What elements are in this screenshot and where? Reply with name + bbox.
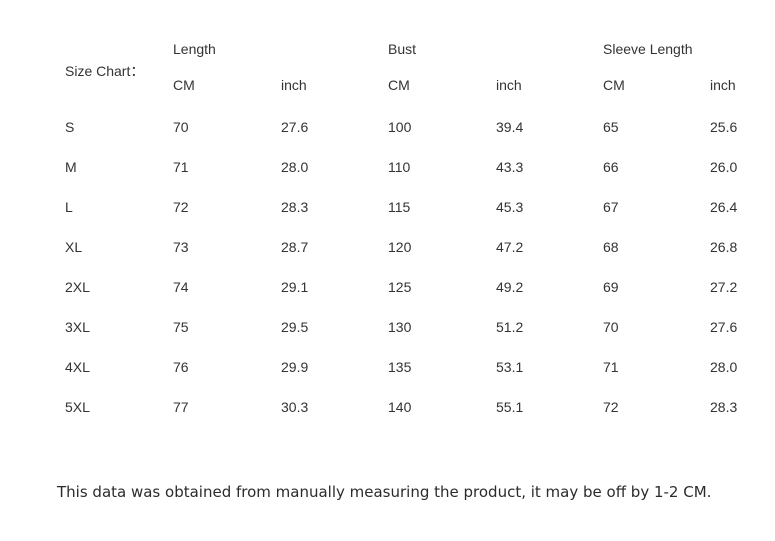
size-label: XL — [65, 239, 83, 255]
measurement-value: 47.2 — [496, 239, 524, 255]
measurement-value: 75 — [173, 319, 189, 335]
measurement-value: 55.1 — [496, 399, 524, 415]
measurement-value: 29.1 — [281, 279, 309, 295]
column-group-sleeve-length: Sleeve Length — [603, 40, 693, 57]
measurement-value: 76 — [173, 359, 189, 375]
unit-header: inch — [496, 76, 522, 93]
measurement-value: 28.0 — [281, 159, 309, 175]
measurement-value: 100 — [388, 119, 412, 135]
measurement-value: 27.6 — [710, 319, 738, 335]
size-label: 2XL — [65, 279, 90, 295]
measurement-value: 39.4 — [496, 119, 524, 135]
measurement-value: 28.3 — [281, 199, 309, 215]
measurement-value: 68 — [603, 239, 619, 255]
size-label: 5XL — [65, 399, 90, 415]
column-group-length: Length — [173, 40, 216, 57]
measurement-value: 130 — [388, 319, 412, 335]
measurement-value: 45.3 — [496, 199, 524, 215]
measurement-value: 140 — [388, 399, 412, 415]
measurement-value: 28.3 — [710, 399, 738, 415]
measurement-value: 70 — [173, 119, 189, 135]
size-label: M — [65, 159, 77, 175]
unit-header: inch — [281, 76, 307, 93]
measurement-value: 26.0 — [710, 159, 738, 175]
measurement-value: 51.2 — [496, 319, 524, 335]
measurement-value: 67 — [603, 199, 619, 215]
measurement-value: 26.8 — [710, 239, 738, 255]
measurement-value: 65 — [603, 119, 619, 135]
measurement-value: 53.1 — [496, 359, 524, 375]
measurement-value: 26.4 — [710, 199, 738, 215]
measurement-value: 43.3 — [496, 159, 524, 175]
measurement-value: 69 — [603, 279, 619, 295]
size-label: 3XL — [65, 319, 90, 335]
measurement-value: 73 — [173, 239, 189, 255]
measurement-value: 115 — [388, 199, 411, 215]
measurement-value: 72 — [173, 199, 189, 215]
measurement-value: 29.9 — [281, 359, 309, 375]
measurement-value: 77 — [173, 399, 189, 415]
size-label: 4XL — [65, 359, 90, 375]
measurement-value: 27.6 — [281, 119, 309, 135]
measurement-value: 72 — [603, 399, 619, 415]
unit-header: inch — [710, 76, 736, 93]
measurement-value: 71 — [603, 359, 619, 375]
measurement-value: 25.6 — [710, 119, 738, 135]
measurement-note: This data was obtained from manually mea… — [57, 483, 712, 501]
measurement-value: 110 — [388, 159, 411, 175]
measurement-value: 28.0 — [710, 359, 738, 375]
measurement-value: 28.7 — [281, 239, 309, 255]
column-group-bust: Bust — [388, 40, 417, 57]
measurement-value: 49.2 — [496, 279, 524, 295]
size-label: S — [65, 119, 75, 135]
measurement-value: 27.2 — [710, 279, 738, 295]
measurement-value: 71 — [173, 159, 189, 175]
measurement-value: 125 — [388, 279, 412, 295]
measurement-value: 74 — [173, 279, 189, 295]
size-label: L — [65, 199, 73, 215]
measurement-value: 135 — [388, 359, 412, 375]
unit-header: CM — [388, 76, 410, 93]
size-chart-table: Size Chart： Length Bust Sleeve Length CM… — [65, 35, 775, 427]
measurement-value: 29.5 — [281, 319, 309, 335]
measurement-value: 30.3 — [281, 399, 309, 415]
measurement-value: 120 — [388, 239, 412, 255]
measurement-value: 70 — [603, 319, 619, 335]
unit-header: CM — [603, 76, 625, 93]
measurement-value: 66 — [603, 159, 619, 175]
size-chart-title: Size Chart： — [65, 63, 145, 79]
unit-header: CM — [173, 76, 195, 93]
